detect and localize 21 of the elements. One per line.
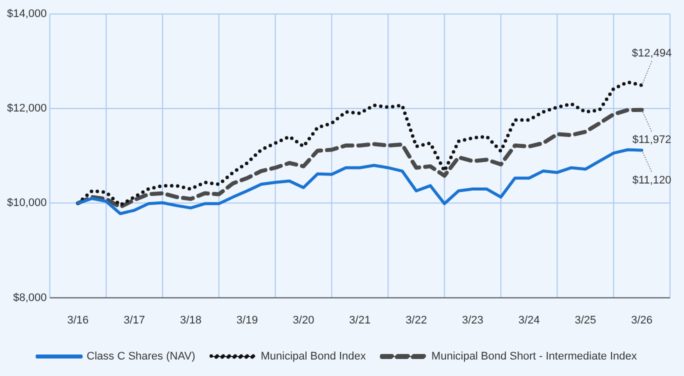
- x-tick-label: 3/17: [124, 314, 146, 326]
- legend-label: Class C Shares (NAV): [86, 350, 196, 363]
- annotation: $11,120: [632, 174, 672, 186]
- x-tick-label: 3/18: [180, 314, 202, 326]
- x-tick-label: 3/25: [574, 314, 596, 326]
- y-tick-label: $14,000: [6, 8, 47, 20]
- x-tick-label: 3/22: [406, 314, 427, 326]
- annotation: $12,494: [632, 47, 672, 60]
- y-tick-label: $12,000: [6, 102, 47, 115]
- legend-label: Municipal Bond Short - Intermediate Index: [431, 350, 638, 363]
- legend-label: Municipal Bond Index: [260, 350, 366, 363]
- x-tick-label: 3/16: [67, 314, 89, 326]
- x-tick-label: 3/19: [236, 314, 258, 326]
- x-tick-label: 3/21: [349, 314, 371, 326]
- x-tick-label: 3/23: [462, 314, 484, 326]
- x-tick-label: 3/26: [631, 314, 653, 326]
- annotation: $11,972: [632, 134, 672, 146]
- y-tick-label: $10,000: [6, 197, 47, 210]
- y-tick-label: $8,000: [13, 292, 47, 304]
- x-tick-label: 3/24: [518, 314, 540, 326]
- x-tick-label: 3/20: [292, 314, 314, 326]
